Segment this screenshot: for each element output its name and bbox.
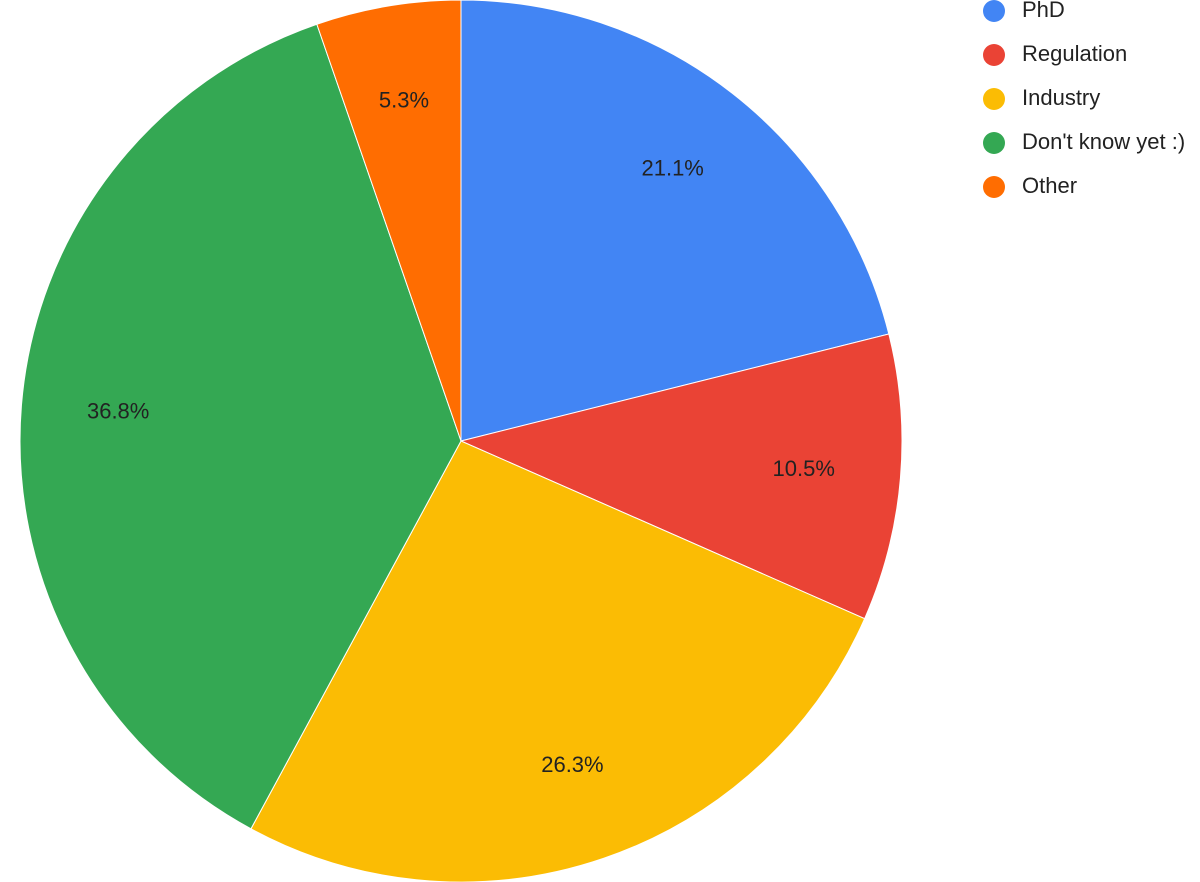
pie-slice	[460, 0, 890, 442]
legend-label: Other	[1022, 173, 1077, 198]
legend-marker	[983, 132, 1005, 154]
legend-label: PhD	[1022, 0, 1065, 22]
slice-label: 21.1%	[641, 156, 703, 181]
pie-slice	[250, 440, 866, 882]
slice-label: 26.3%	[541, 752, 603, 777]
legend-label: Don't know yet :)	[1022, 129, 1185, 154]
slice-label: 36.8%	[87, 399, 149, 424]
legend-marker	[983, 176, 1005, 198]
pie-slice	[316, 0, 462, 442]
legend-marker	[983, 44, 1005, 66]
legend-label: Regulation	[1022, 41, 1127, 66]
slice-label: 5.3%	[379, 88, 429, 113]
pie-slice	[459, 333, 903, 620]
legend-label: Industry	[1022, 85, 1100, 110]
legend-marker	[983, 88, 1005, 110]
slice-label: 10.5%	[773, 456, 835, 481]
pie-slice	[19, 23, 462, 830]
legend-marker	[983, 0, 1005, 22]
